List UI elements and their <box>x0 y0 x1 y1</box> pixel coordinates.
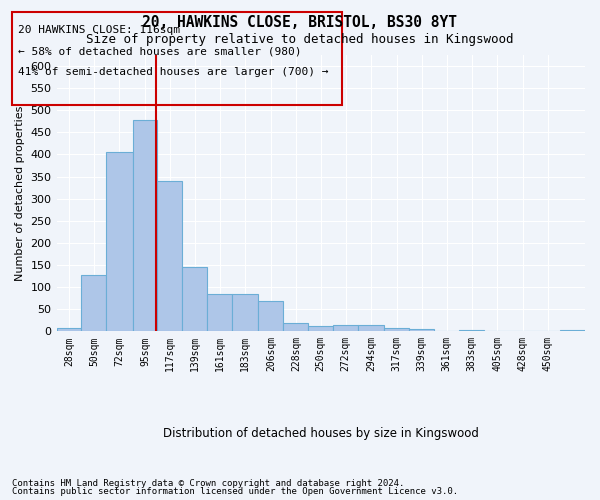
Text: 20 HAWKINS CLOSE: 116sqm: 20 HAWKINS CLOSE: 116sqm <box>18 25 180 35</box>
X-axis label: Distribution of detached houses by size in Kingswood: Distribution of detached houses by size … <box>163 427 479 440</box>
Bar <box>133 120 157 332</box>
Text: Size of property relative to detached houses in Kingswood: Size of property relative to detached ho… <box>86 32 514 46</box>
Text: ← 58% of detached houses are smaller (980): ← 58% of detached houses are smaller (98… <box>18 46 302 56</box>
Bar <box>308 326 333 332</box>
Bar <box>182 267 208 332</box>
Bar <box>232 294 259 332</box>
Text: Contains public sector information licensed under the Open Government Licence v3: Contains public sector information licen… <box>12 487 458 496</box>
Bar <box>384 328 409 332</box>
Text: 20, HAWKINS CLOSE, BRISTOL, BS30 8YT: 20, HAWKINS CLOSE, BRISTOL, BS30 8YT <box>143 15 458 30</box>
Bar <box>208 294 232 332</box>
Bar <box>560 330 585 332</box>
Bar <box>333 324 358 332</box>
Bar <box>358 324 384 332</box>
Bar <box>459 330 484 332</box>
Bar <box>283 324 308 332</box>
Bar <box>106 152 133 332</box>
Bar <box>409 329 434 332</box>
Text: 41% of semi-detached houses are larger (700) →: 41% of semi-detached houses are larger (… <box>18 68 329 78</box>
Y-axis label: Number of detached properties: Number of detached properties <box>15 106 25 281</box>
Bar <box>56 328 82 332</box>
Bar <box>157 181 182 332</box>
Text: Contains HM Land Registry data © Crown copyright and database right 2024.: Contains HM Land Registry data © Crown c… <box>12 478 404 488</box>
Bar <box>259 302 283 332</box>
Bar <box>82 274 106 332</box>
